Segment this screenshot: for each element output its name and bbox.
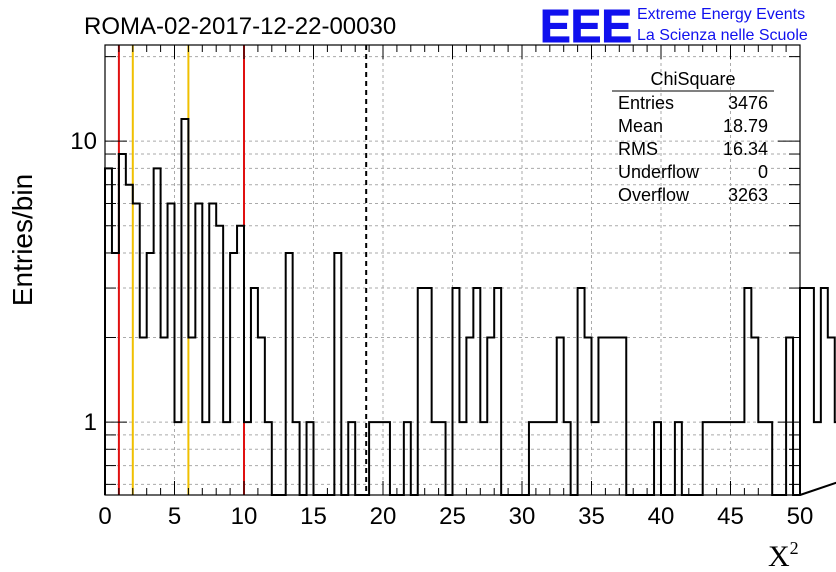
eee-logo-line2: La Scienza nelle Scuole xyxy=(637,27,808,44)
stats-row-label: Overflow xyxy=(618,185,690,205)
x-tick-label: 40 xyxy=(648,503,675,530)
histogram xyxy=(104,117,836,496)
stats-row-label: Underflow xyxy=(618,162,700,182)
y-tick-label: 1 xyxy=(84,409,97,436)
stats-row-value: 18.79 xyxy=(723,116,768,136)
x-tick-label: 30 xyxy=(509,503,536,530)
stats-row-value: 0 xyxy=(758,162,768,182)
x-axis-label-base: X xyxy=(768,540,790,572)
eee-logo-mark: EEE xyxy=(540,0,632,52)
x-tick-label: 35 xyxy=(578,503,605,530)
chart-title: ROMA-02-2017-12-22-00030 xyxy=(84,13,396,40)
stats-title: ChiSquare xyxy=(650,69,735,89)
eee-logo-line1: Extreme Energy Events xyxy=(637,6,805,23)
eee-logo: EEE Extreme Energy Events La Scienza nel… xyxy=(540,0,808,53)
stats-box: ChiSquare Entries 3476 Mean 18.79 RMS 16.34 Un… xyxy=(612,69,774,205)
x-tick-label: 25 xyxy=(439,503,466,530)
reference-lines xyxy=(117,45,368,495)
stats-row-value: 3263 xyxy=(728,185,768,205)
x-tick-label: 20 xyxy=(370,503,397,530)
x-axis-label-sup: 2 xyxy=(790,538,799,558)
x-tick-label: 10 xyxy=(231,503,258,530)
x-tick-label: 0 xyxy=(98,503,111,530)
x-axis-label: X2 xyxy=(768,538,799,572)
x-tick-label: 5 xyxy=(168,503,181,530)
x-tick-label: 50 xyxy=(787,503,814,530)
stats-row-value: 3476 xyxy=(728,93,768,113)
stats-row-value: 16.34 xyxy=(723,139,768,159)
x-tick-label: 15 xyxy=(300,503,327,530)
stats-row-label: RMS xyxy=(618,139,658,159)
y-tick-label: 10 xyxy=(70,128,97,155)
histogram-outline xyxy=(104,117,836,496)
stats-row-label: Entries xyxy=(618,93,674,113)
y-axis-label: Entries/bin xyxy=(7,174,38,306)
x-tick-label: 45 xyxy=(717,503,744,530)
x-tick-labels: 0 5 10 15 20 25 30 35 40 45 50 xyxy=(98,503,813,530)
axis-ticks xyxy=(104,45,801,495)
stats-rows: Entries 3476 Mean 18.79 RMS 16.34 Underflow 0 Ov… xyxy=(618,93,768,205)
y-tick-labels: 1 10 xyxy=(70,128,97,436)
stats-row-label: Mean xyxy=(618,116,663,136)
